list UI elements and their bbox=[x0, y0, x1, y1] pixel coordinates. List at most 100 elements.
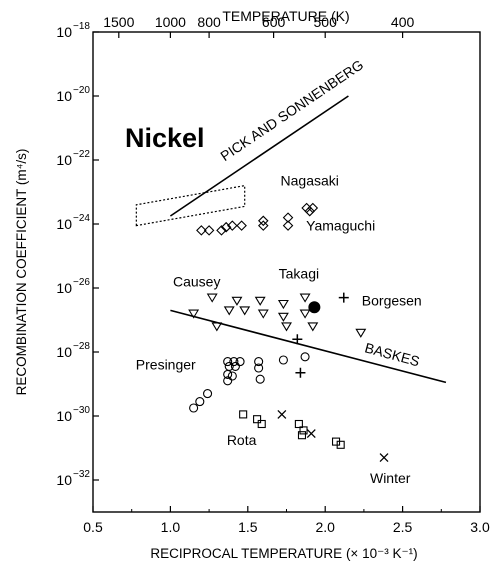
yamaguchi-point-9 bbox=[282, 212, 294, 223]
baskes-label: BASKES bbox=[363, 339, 421, 369]
winter-point-1 bbox=[306, 429, 316, 439]
nagasaki-point-1 bbox=[307, 202, 319, 214]
rota-point-7 bbox=[336, 440, 345, 449]
y-tick-exponent-−24: −24 bbox=[73, 213, 90, 224]
causey-point-4 bbox=[299, 293, 311, 303]
presinger-point-13 bbox=[203, 389, 213, 399]
presinger-point-4 bbox=[230, 361, 240, 371]
yamaguchi-point-2 bbox=[216, 225, 227, 236]
y-tick-label-−24: 10 bbox=[56, 216, 72, 232]
x-tick-label-2.5: 2.5 bbox=[393, 519, 413, 535]
presinger-point-7 bbox=[254, 363, 264, 373]
y-tick-exponent-−32: −32 bbox=[73, 469, 90, 480]
winter-point-2 bbox=[379, 453, 389, 463]
presinger-point-15 bbox=[189, 403, 199, 413]
presinger-point-6 bbox=[254, 357, 264, 367]
yamaguchi-point-7 bbox=[258, 215, 269, 227]
causey-point-9 bbox=[277, 312, 289, 322]
causey-point-10 bbox=[299, 309, 311, 319]
nagasaki-label: Nagasaki bbox=[281, 173, 339, 189]
causey-point-7 bbox=[239, 306, 251, 316]
presinger-point-8 bbox=[278, 355, 288, 365]
causey-point-5 bbox=[188, 309, 200, 319]
baskes-line bbox=[170, 309, 447, 384]
causey-point-3 bbox=[277, 299, 289, 310]
top-axis-label: TEMPERATURE (K) bbox=[222, 8, 349, 24]
data-points bbox=[188, 202, 389, 463]
yamaguchi-point-0 bbox=[196, 225, 207, 236]
y-tick-label-−32: 10 bbox=[56, 472, 72, 488]
pick-sonnenberg-label: PICK AND SONNENBERG bbox=[217, 56, 366, 164]
series-labels: Nagasaki Yamaguchi Takagi Causey Borgesen Pre… bbox=[136, 173, 422, 487]
top-tick-label-1500: 1500 bbox=[103, 14, 134, 30]
borgesen-point-1 bbox=[292, 334, 303, 345]
y-tick-label-−26: 10 bbox=[56, 280, 72, 296]
causey-point-6 bbox=[223, 306, 235, 316]
dotted-region bbox=[135, 184, 246, 227]
x-tick-label-0.5: 0.5 bbox=[83, 519, 103, 535]
nagasaki-point-0 bbox=[301, 202, 312, 214]
y-tick-exponent-−22: −22 bbox=[73, 149, 90, 160]
y-axis-label: RECOMBINATION COEFFICIENT (m⁴/s) bbox=[14, 149, 29, 396]
presinger-label: Presinger bbox=[136, 357, 196, 373]
x-tick-label-2.0: 2.0 bbox=[315, 519, 335, 535]
y-tick-exponent-−26: −26 bbox=[73, 277, 90, 288]
yamaguchi-point-4 bbox=[227, 220, 238, 231]
x-tick-label-1.5: 1.5 bbox=[238, 519, 258, 535]
rota-point-1 bbox=[253, 415, 262, 424]
pick-sonnenberg-line bbox=[169, 95, 349, 217]
rota-point-3 bbox=[294, 419, 303, 429]
presinger-point-5 bbox=[223, 369, 233, 379]
causey-point-2 bbox=[254, 296, 266, 306]
top-tick-label-1000: 1000 bbox=[155, 14, 186, 30]
winter-label: Winter bbox=[370, 470, 411, 486]
y-tick-label-−30: 10 bbox=[56, 408, 72, 424]
borgesen-point-2 bbox=[295, 367, 306, 378]
top-tick-label-500: 500 bbox=[314, 14, 338, 30]
x-tick-label-3.0: 3.0 bbox=[470, 519, 490, 535]
borgesen-label: Borgesen bbox=[362, 293, 422, 309]
y-tick-exponent-−20: −20 bbox=[73, 85, 90, 96]
presinger-point-9 bbox=[300, 352, 310, 362]
presinger-point-14 bbox=[195, 397, 205, 407]
rota-point-5 bbox=[297, 431, 307, 440]
causey-point-13 bbox=[307, 322, 319, 332]
takagi-label: Takagi bbox=[279, 265, 319, 281]
causey-point-8 bbox=[257, 309, 269, 319]
takagi-point-0 bbox=[308, 301, 321, 314]
causey-point-12 bbox=[281, 322, 292, 332]
causey-point-11 bbox=[211, 322, 223, 332]
yamaguchi-point-6 bbox=[258, 220, 269, 231]
y-tick-label-−22: 10 bbox=[56, 152, 72, 168]
yamaguchi-point-5 bbox=[236, 220, 247, 231]
rota-point-0 bbox=[239, 410, 248, 419]
top-tick-label-400: 400 bbox=[391, 14, 415, 30]
presinger-point-12 bbox=[255, 374, 265, 384]
y-tick-exponent-−30: −30 bbox=[73, 405, 90, 416]
top-tick-label-600: 600 bbox=[262, 14, 286, 30]
presinger-point-1 bbox=[229, 357, 239, 367]
yamaguchi-point-3 bbox=[220, 221, 232, 233]
rota-point-2 bbox=[257, 419, 266, 429]
presinger-point-10 bbox=[223, 376, 233, 386]
rota-label: Rota bbox=[227, 432, 257, 448]
top-tick-label-800: 800 bbox=[197, 14, 221, 30]
y-tick-exponent-−28: −28 bbox=[73, 341, 90, 352]
causey-point-1 bbox=[231, 296, 243, 306]
yamaguchi-point-1 bbox=[203, 225, 215, 236]
yamaguchi-label: Yamaguchi bbox=[306, 217, 375, 233]
yamaguchi-point-8 bbox=[282, 220, 294, 231]
presinger-point-11 bbox=[227, 371, 237, 381]
nagasaki-point-2 bbox=[304, 205, 315, 217]
y-tick-label-−28: 10 bbox=[56, 344, 72, 360]
presinger-point-0 bbox=[223, 357, 233, 367]
chart-title: Nickel bbox=[125, 123, 205, 153]
causey-label: Causey bbox=[173, 273, 220, 289]
winter-point-0 bbox=[277, 409, 287, 419]
axis-ticks: 0.5 1.0 1.5 2.0 2.5 3.010−1810−2010−2210−2410… bbox=[56, 14, 490, 535]
rota-point-4 bbox=[299, 426, 308, 435]
y-tick-exponent-−18: −18 bbox=[73, 21, 90, 32]
causey-point-0 bbox=[206, 293, 218, 303]
